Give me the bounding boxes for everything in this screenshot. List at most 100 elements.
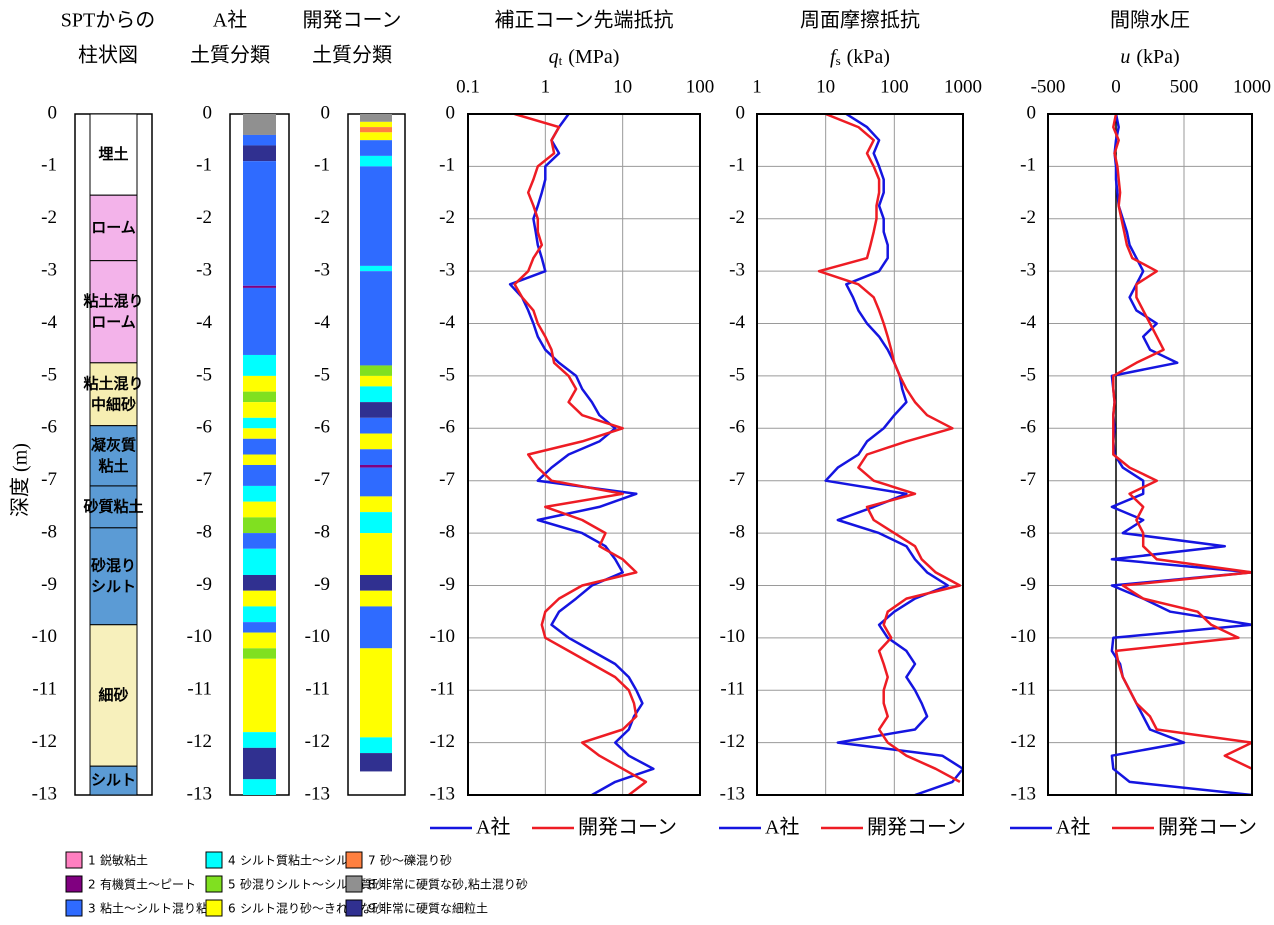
y-tick-label: -4 [196,312,212,333]
chart-title: 土質分類 [312,44,392,67]
chart-title: A社 [213,9,247,32]
soil-layer [360,365,392,375]
y-tick-label: -5 [1020,364,1036,385]
soil-layer [360,533,392,575]
y-tick-label: -10 [430,626,455,647]
x-tick-label: -500 [1031,76,1066,97]
soil-layer [360,132,392,140]
stratum-label: 粘土混り [83,374,143,392]
soil-swatch [66,876,82,892]
stratum [90,261,137,363]
y-tick-label: -7 [41,469,57,490]
soil-layer [243,418,276,428]
soil-number: 3 [88,902,96,916]
soil-name: 非常に硬質な細粒土 [380,901,488,916]
y-tick-label: -8 [1020,521,1036,542]
soil-layer [360,271,392,365]
soil-swatch [346,852,362,868]
soil-name: 粘土～シルト混り粘土 [100,901,220,916]
y-tick-label: -12 [305,731,330,752]
soil-layer [243,575,276,591]
soil-layer [243,591,276,607]
soil-layer [243,392,276,402]
x-axis-label: u(kPa) [1120,46,1179,68]
y-tick-label: -5 [729,364,745,385]
y-tick-label: -2 [314,207,330,228]
soil-layer [243,517,276,533]
y-tick-label: 0 [446,102,456,123]
y-tick-label: -13 [1011,783,1036,804]
soil-layer [360,418,392,434]
soil-layer [243,402,276,418]
soil-swatch [206,900,222,916]
y-tick-label: -13 [187,783,212,804]
x-axis-label: qt(MPa) [549,46,620,68]
x-label-subscript: t [559,53,563,68]
soil-layer [360,591,392,607]
plot-area [1048,114,1252,795]
soil-number: 7 [368,854,376,868]
y-tick-label: -5 [196,364,212,385]
soil-number: 1 [88,854,96,868]
x-tick-label: 1000 [944,76,982,97]
y-tick-label: -9 [1020,574,1036,595]
legend-label: A社 [476,816,510,839]
y-tick-label: -11 [187,679,212,700]
y-tick-label: -6 [196,417,212,438]
page: {"chart_data":[ {"type":"strata","title"… [0,0,1274,925]
legend-label: A社 [765,816,799,839]
y-tick-label: -1 [439,155,455,176]
soil-layer [243,648,276,658]
soil-layer [243,606,276,622]
x-tick-label: 100 [880,76,909,97]
y-tick-label: -4 [314,312,330,333]
soil-layer [243,135,276,145]
stratum-label: 細砂 [98,686,128,704]
x-label-unit: (kPa) [1136,46,1179,68]
y-axis-label: 深度 (m) [9,443,32,517]
y-tick-label: -1 [1020,155,1036,176]
y-tick-label: -12 [32,731,57,752]
chart-title: 周面摩擦抵抗 [800,9,920,32]
y-tick-label: -10 [32,626,57,647]
y-tick-label: -1 [314,155,330,176]
plot-area [757,114,963,795]
y-tick-label: -4 [1020,312,1036,333]
x-label-unit: (kPa) [847,46,890,68]
y-tick-label: -9 [41,574,57,595]
y-tick-label: -6 [439,417,455,438]
y-tick-label: -10 [187,626,212,647]
stratum-label: ローム [91,218,136,236]
soil-layer [360,496,392,512]
y-tick-label: -5 [439,364,455,385]
soil-layer [360,266,392,271]
y-tick-label: -1 [729,155,745,176]
soil-name: 鋭敏粘土 [100,853,148,868]
soil-layer [243,428,276,438]
y-tick-label: 0 [1027,102,1037,123]
y-tick-label: -6 [729,417,745,438]
legend-label: 開発コーン [1158,816,1257,839]
y-tick-label: -12 [1011,731,1036,752]
soil-layer [360,465,392,468]
y-tick-label: -6 [41,417,57,438]
soil-layer [360,737,392,753]
x-label-symbol: q [549,46,559,68]
soil-layer [360,376,392,386]
y-tick-label: -7 [1020,469,1036,490]
soil-name: 非常に硬質な砂,粘土混り砂 [380,877,528,892]
y-tick-label: -2 [41,207,57,228]
soil-layer [360,575,392,591]
y-tick-label: -12 [187,731,212,752]
y-tick-label: -3 [729,260,745,281]
y-tick-label: -13 [430,783,455,804]
soil-layer [360,606,392,648]
y-tick-label: 0 [203,102,213,123]
y-tick-label: -9 [729,574,745,595]
stratum-label: シルト [91,577,136,595]
y-tick-label: -7 [439,469,455,490]
stratum-label: 埋土 [98,145,128,163]
soil-swatch [206,876,222,892]
soil-number: 9 [368,902,376,916]
soil-layer [360,648,392,737]
